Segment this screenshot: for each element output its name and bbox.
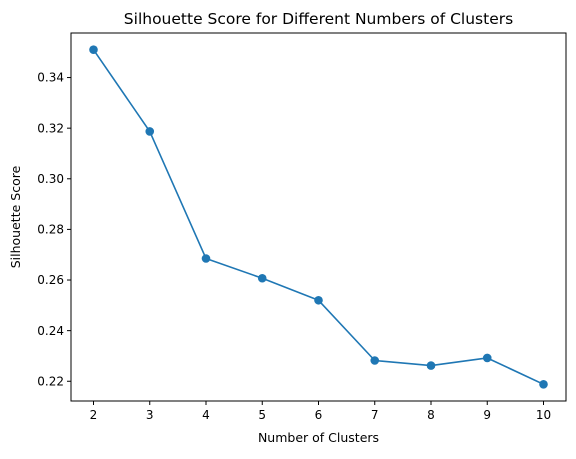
x-tick-label: 2 <box>90 408 98 422</box>
x-tick-label: 9 <box>483 408 491 422</box>
data-point <box>257 273 267 283</box>
y-tick-label: 0.28 <box>37 223 64 237</box>
series-layer <box>89 45 548 389</box>
y-axis-label: Silhouette Score <box>8 165 23 268</box>
y-tick-label: 0.24 <box>37 324 64 338</box>
data-point <box>426 361 436 370</box>
x-tick-label: 6 <box>315 408 323 422</box>
y-axis-ticks: 0.22 0.24 0.26 0.28 0.30 0.32 0.34 <box>37 71 71 388</box>
x-axis-label: Number of Clusters <box>258 430 379 445</box>
x-tick-label: 7 <box>371 408 379 422</box>
x-tick-label: 8 <box>427 408 435 422</box>
data-point <box>370 356 380 365</box>
plot-area-frame <box>70 32 567 402</box>
y-tick-label: 0.26 <box>37 273 64 287</box>
data-point <box>539 379 548 389</box>
data-point <box>145 127 155 136</box>
y-tick-label: 0.32 <box>37 121 64 135</box>
x-tick-label: 4 <box>202 408 210 422</box>
x-axis-ticks: 2 3 4 5 6 7 8 9 10 <box>90 401 551 422</box>
y-tick-label: 0.34 <box>37 71 64 85</box>
data-point <box>314 295 323 305</box>
data-point <box>89 45 98 55</box>
x-tick-label: 3 <box>146 408 154 422</box>
y-tick-label: 0.30 <box>37 172 64 186</box>
y-tick-label: 0.22 <box>37 374 64 388</box>
data-point <box>201 254 211 263</box>
chart-title: Silhouette Score for Different Numbers o… <box>124 10 513 28</box>
x-tick-label: 5 <box>258 408 266 422</box>
x-tick-label: 10 <box>536 408 551 422</box>
data-point <box>482 353 492 363</box>
